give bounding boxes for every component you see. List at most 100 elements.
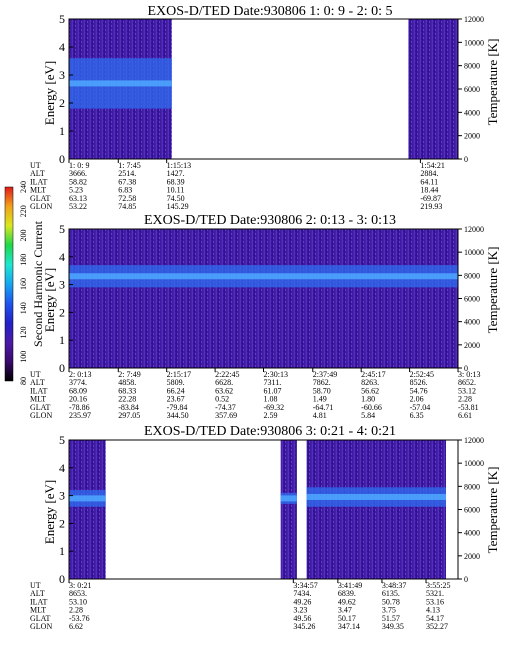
- y2-tick-label: 0: [464, 575, 468, 584]
- info-cell: -53.76: [69, 614, 90, 623]
- spectrogram-panel-1: EXOS-D/TED Date:930806 1: 0: 9 - 2: 0: 5…: [30, 4, 500, 211]
- data-segment: [69, 440, 106, 579]
- info-row-label: ILAT: [30, 597, 47, 606]
- info-cell: 51.57: [382, 614, 400, 623]
- info-cell: 1:15:13: [167, 161, 191, 170]
- info-cell: 50.78: [382, 597, 400, 606]
- y-tick-label: 4: [59, 250, 65, 264]
- info-cell: 1.08: [264, 395, 278, 404]
- info-cell: 8653.: [69, 589, 87, 598]
- info-cell: 3.47: [338, 606, 352, 615]
- panel-2-title: EXOS-D/TED Date:930806 2: 0:13 - 3: 0:13: [144, 213, 396, 228]
- panel-1-title: EXOS-D/TED Date:930806 1: 0: 9 - 2: 0: 5: [148, 4, 393, 19]
- colorbar-tick-label: 140: [19, 302, 28, 314]
- info-cell: 6.61: [458, 411, 472, 420]
- info-cell: 68.09: [69, 386, 87, 395]
- colorbar-gradient: [4, 186, 14, 382]
- info-cell: -60.66: [361, 403, 382, 412]
- info-cell: -79.84: [167, 403, 188, 412]
- y2-tick-label: 4000: [464, 108, 480, 117]
- info-cell: 7862.: [313, 378, 331, 387]
- info-cell: 2884.: [420, 169, 438, 178]
- info-cell: 3: 0:21: [69, 581, 91, 590]
- info-cell: 5321.: [426, 589, 444, 598]
- info-cell: 3:55:25: [426, 581, 450, 590]
- panel-1-orbit-info-table: UT 1: 0: 9 1: 7:45 1:15:13 1:54:21 ALT 3666. 25…: [30, 159, 445, 211]
- info-cell: 74.85: [118, 202, 136, 211]
- info-cell: 4858.: [118, 378, 136, 387]
- info-cell: -74.37: [215, 403, 236, 412]
- info-cell: 20.16: [69, 395, 87, 404]
- y-tick-label: 4: [59, 461, 65, 475]
- info-cell: 2:15:17: [167, 370, 191, 379]
- info-row-label: GLAT: [30, 194, 51, 203]
- intensity-band-core: [69, 273, 458, 280]
- info-cell: 1.80: [361, 395, 375, 404]
- y-tick-label: 0: [59, 361, 65, 375]
- colorbar-tick-label: 240: [19, 181, 28, 193]
- info-cell: 53.22: [69, 202, 87, 211]
- colorbar-tick-label: 120: [19, 327, 28, 339]
- info-row-label: ILAT: [30, 177, 47, 186]
- y-tick-label: 5: [59, 12, 65, 26]
- data-segment: [69, 229, 458, 368]
- info-cell: -64.71: [313, 403, 334, 412]
- info-row-label: ALT: [30, 589, 45, 598]
- y2-tick-label: 0: [464, 364, 468, 373]
- info-cell: -69.32: [264, 403, 285, 412]
- panel-1-y-axis-label: Energy [eV]: [42, 61, 57, 125]
- info-cell: 6.83: [118, 186, 132, 195]
- info-cell: 64.11: [420, 177, 438, 186]
- info-cell: 3:41:49: [338, 581, 362, 590]
- info-row-label: GLON: [30, 411, 52, 420]
- y2-tick-label: 6000: [464, 506, 480, 515]
- panel-3-y2-axis-label: Temperature [K]: [485, 467, 500, 554]
- info-cell: 7434.: [293, 589, 311, 598]
- info-cell: 219.93: [420, 202, 442, 211]
- y2-tick-label: 8000: [464, 62, 480, 71]
- info-cell: 6.35: [410, 411, 424, 420]
- info-cell: 49.62: [338, 597, 356, 606]
- y2-tick-label: 12000: [464, 436, 484, 445]
- colorbar-tick-label: 80: [19, 377, 28, 385]
- info-cell: 5.23: [69, 186, 83, 195]
- info-cell: -69.87: [420, 194, 441, 203]
- info-cell: 235.97: [69, 411, 91, 420]
- y-tick-label: 1: [59, 544, 65, 558]
- y2-tick-label: 4000: [464, 318, 480, 327]
- info-cell: 66.24: [167, 386, 185, 395]
- info-cell: 58.70: [313, 386, 331, 395]
- panel-2-orbit-info-table: UT 2: 0:13 2: 7:49 2:15:17 2:22:45 2:30:13 2:3…: [30, 368, 480, 420]
- info-cell: 1:54:21: [420, 161, 444, 170]
- y2-tick-label: 0: [464, 155, 468, 164]
- info-cell: 352.27: [426, 622, 448, 631]
- y2-tick-label: 2000: [464, 552, 480, 561]
- info-cell: 7311.: [264, 378, 282, 387]
- colorbar-tick-label: 200: [19, 230, 28, 242]
- y-tick-label: 5: [59, 222, 65, 236]
- info-cell: 3: 0:13: [458, 370, 480, 379]
- info-cell: 2.06: [410, 395, 424, 404]
- spectrogram-panel-3: EXOS-D/TED Date:930806 3: 0:21 - 4: 0:21…: [30, 424, 500, 631]
- info-cell: 1: 0: 9: [69, 161, 89, 170]
- data-segment: [306, 440, 447, 579]
- info-row-label: MLT: [30, 395, 46, 404]
- info-cell: 2:22:45: [215, 370, 239, 379]
- y2-tick-label: 8000: [464, 271, 480, 280]
- y2-tick-label: 2000: [464, 132, 480, 141]
- info-cell: 145.29: [167, 202, 189, 211]
- y2-tick-label: 10000: [464, 38, 484, 47]
- info-cell: 54.17: [426, 614, 444, 623]
- info-row-label: UT: [30, 370, 41, 379]
- info-cell: -83.84: [118, 403, 139, 412]
- info-cell: 18.44: [420, 186, 438, 195]
- y2-tick-label: 12000: [464, 225, 484, 234]
- y-tick-label: 2: [59, 305, 65, 319]
- colorbar-label: Second Harmonic Current: [31, 220, 45, 347]
- info-cell: 58.82: [69, 177, 87, 186]
- info-cell: 5809.: [167, 378, 185, 387]
- info-cell: 2: 7:49: [118, 370, 140, 379]
- colorbar-tick-label: 220: [19, 205, 28, 217]
- info-cell: 2:37:49: [313, 370, 337, 379]
- info-cell: 1.49: [313, 395, 327, 404]
